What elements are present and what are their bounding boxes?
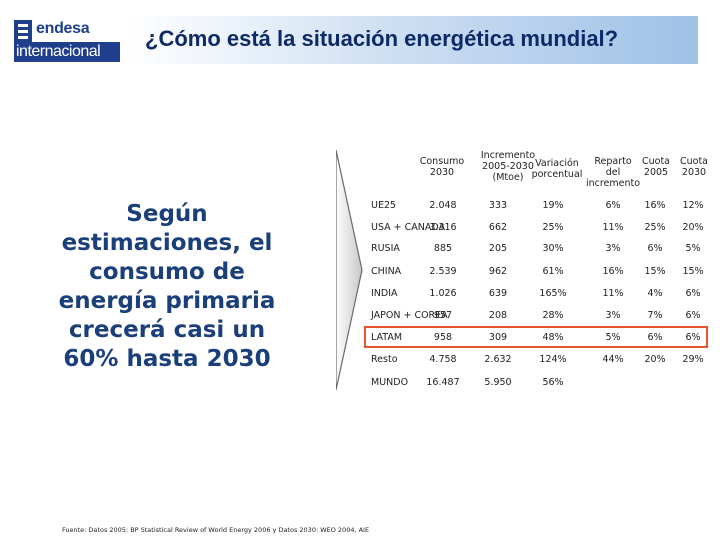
cell-reparto: 44% — [602, 354, 624, 365]
header-variacion: Variación porcentual — [530, 158, 584, 180]
cell-cuota2030: 6% — [685, 288, 701, 299]
cell-incremento: 662 — [488, 222, 508, 233]
cell-cuota2005: 7% — [647, 310, 663, 321]
cell-variacion: 30% — [542, 243, 564, 254]
cell-cuota2030: 5% — [685, 243, 701, 254]
cell-reparto: 11% — [602, 222, 624, 233]
header-incremento-line: 2005-2030 — [482, 161, 534, 172]
cell-region: Resto — [371, 354, 398, 365]
header-reparto-line: incremento — [585, 178, 641, 189]
logo-bottom-text: internacional — [14, 42, 120, 62]
statement-line: Según — [126, 201, 208, 227]
cell-cuota2030: 20% — [682, 222, 704, 233]
cell-cuota2005: 20% — [644, 354, 666, 365]
cell-variacion: 48% — [542, 332, 564, 343]
cell-reparto: 3% — [605, 310, 621, 321]
cell-incremento: 639 — [488, 288, 508, 299]
cell-variacion: 61% — [542, 266, 564, 277]
cell-cuota2005: 6% — [647, 243, 663, 254]
header-cuota-2005-line: Cuota — [641, 156, 670, 167]
cell-consumo: 2.539 — [429, 266, 457, 277]
source-note: Fuente: Datos 2005: BP Statistical Revie… — [62, 526, 370, 534]
arrow-shape — [336, 150, 363, 390]
cell-incremento: 962 — [488, 266, 508, 277]
header-consumo-line: 2030 — [429, 167, 455, 178]
cell-reparto: 3% — [605, 243, 621, 254]
header-bar — [124, 16, 698, 64]
cell-cuota2030: 15% — [682, 266, 704, 277]
header-consumo-line: Consumo — [419, 156, 465, 167]
latam-highlight-box — [364, 326, 708, 348]
cell-cuota2005: 25% — [644, 222, 666, 233]
cell-variacion: 19% — [542, 200, 564, 211]
cell-reparto: 5% — [605, 332, 621, 343]
cell-incremento: 309 — [488, 332, 508, 343]
statement-line: 60% hasta 2030 — [63, 346, 271, 372]
page-title: ¿Cómo está la situación energética mundi… — [145, 26, 619, 51]
cell-variacion: 28% — [542, 310, 564, 321]
header-reparto-line: Reparto — [594, 156, 632, 167]
cell-variacion: 124% — [539, 354, 567, 365]
header-cuota-2030-line: 2030 — [681, 167, 707, 178]
statement-line: crecerá casi un — [68, 317, 266, 343]
cell-region: RUSIA — [371, 243, 400, 254]
header-consumo: Consumo 2030 — [416, 156, 468, 178]
cell-consumo: 2.048 — [429, 200, 457, 211]
cell-cuota2030: 29% — [682, 354, 704, 365]
cell-incremento: 208 — [488, 310, 508, 321]
cell-consumo: 4.758 — [429, 354, 457, 365]
header-incremento-line: (Mtoe) — [492, 172, 524, 183]
header-incremento: Incremento 2005-2030 (Mtoe) — [478, 150, 538, 183]
cell-consumo: 958 — [433, 332, 453, 343]
logo-top-text: endesa — [36, 20, 90, 37]
cell-variacion: 25% — [542, 222, 564, 233]
cell-consumo: 957 — [433, 310, 453, 321]
cell-cuota2005: 16% — [644, 200, 666, 211]
cell-variacion: 56% — [542, 377, 564, 388]
cell-consumo: 1.026 — [429, 288, 457, 299]
statement-line: estimaciones, el — [61, 230, 273, 256]
cell-cuota2005: 4% — [647, 288, 663, 299]
cell-region: JAPON + COREA — [371, 310, 448, 321]
endesa-logo-mark-icon — [14, 20, 32, 42]
cell-region: CHINA — [371, 266, 402, 277]
cell-incremento: 205 — [488, 243, 508, 254]
header-cuota-2005: Cuota 2005 — [636, 156, 676, 178]
statement-line: consumo de — [89, 259, 245, 285]
header-cuota-2030: Cuota 2030 — [674, 156, 714, 178]
statement: Según estimaciones, el consumo de energí… — [22, 200, 312, 374]
cell-variacion: 165% — [539, 288, 567, 299]
header-incremento-line: Incremento — [480, 150, 536, 161]
cell-region: INDIA — [371, 288, 398, 299]
header-reparto-line: del — [605, 167, 621, 178]
cell-region: UE25 — [371, 200, 397, 211]
cell-cuota2030: 12% — [682, 200, 704, 211]
cell-reparto: 16% — [602, 266, 624, 277]
cell-incremento: 333 — [488, 200, 508, 211]
cell-region: MUNDO — [371, 377, 409, 388]
cell-cuota2030: 6% — [685, 332, 701, 343]
header-variacion-line: Variación — [535, 158, 579, 169]
header-cuota-2005-line: 2005 — [643, 167, 669, 178]
endesa-logo: endesa internacional — [14, 20, 120, 62]
header-reparto: Reparto del incremento — [584, 156, 642, 189]
cell-cuota2005: 15% — [644, 266, 666, 277]
cell-reparto: 6% — [605, 200, 621, 211]
header-variacion-line: porcentual — [531, 169, 583, 180]
cell-reparto: 11% — [602, 288, 624, 299]
cell-consumo: 3.316 — [429, 222, 457, 233]
cell-consumo: 885 — [433, 243, 453, 254]
cell-incremento: 5.950 — [484, 377, 512, 388]
cell-consumo: 16.487 — [426, 377, 460, 388]
cell-cuota2030: 6% — [685, 310, 701, 321]
cell-region: LATAM — [371, 332, 403, 343]
statement-line: energía primaria — [58, 288, 276, 314]
header-cuota-2030-line: Cuota — [679, 156, 708, 167]
cell-incremento: 2.632 — [484, 354, 512, 365]
cell-region: USA + CANADA — [371, 222, 446, 233]
cell-cuota2005: 6% — [647, 332, 663, 343]
